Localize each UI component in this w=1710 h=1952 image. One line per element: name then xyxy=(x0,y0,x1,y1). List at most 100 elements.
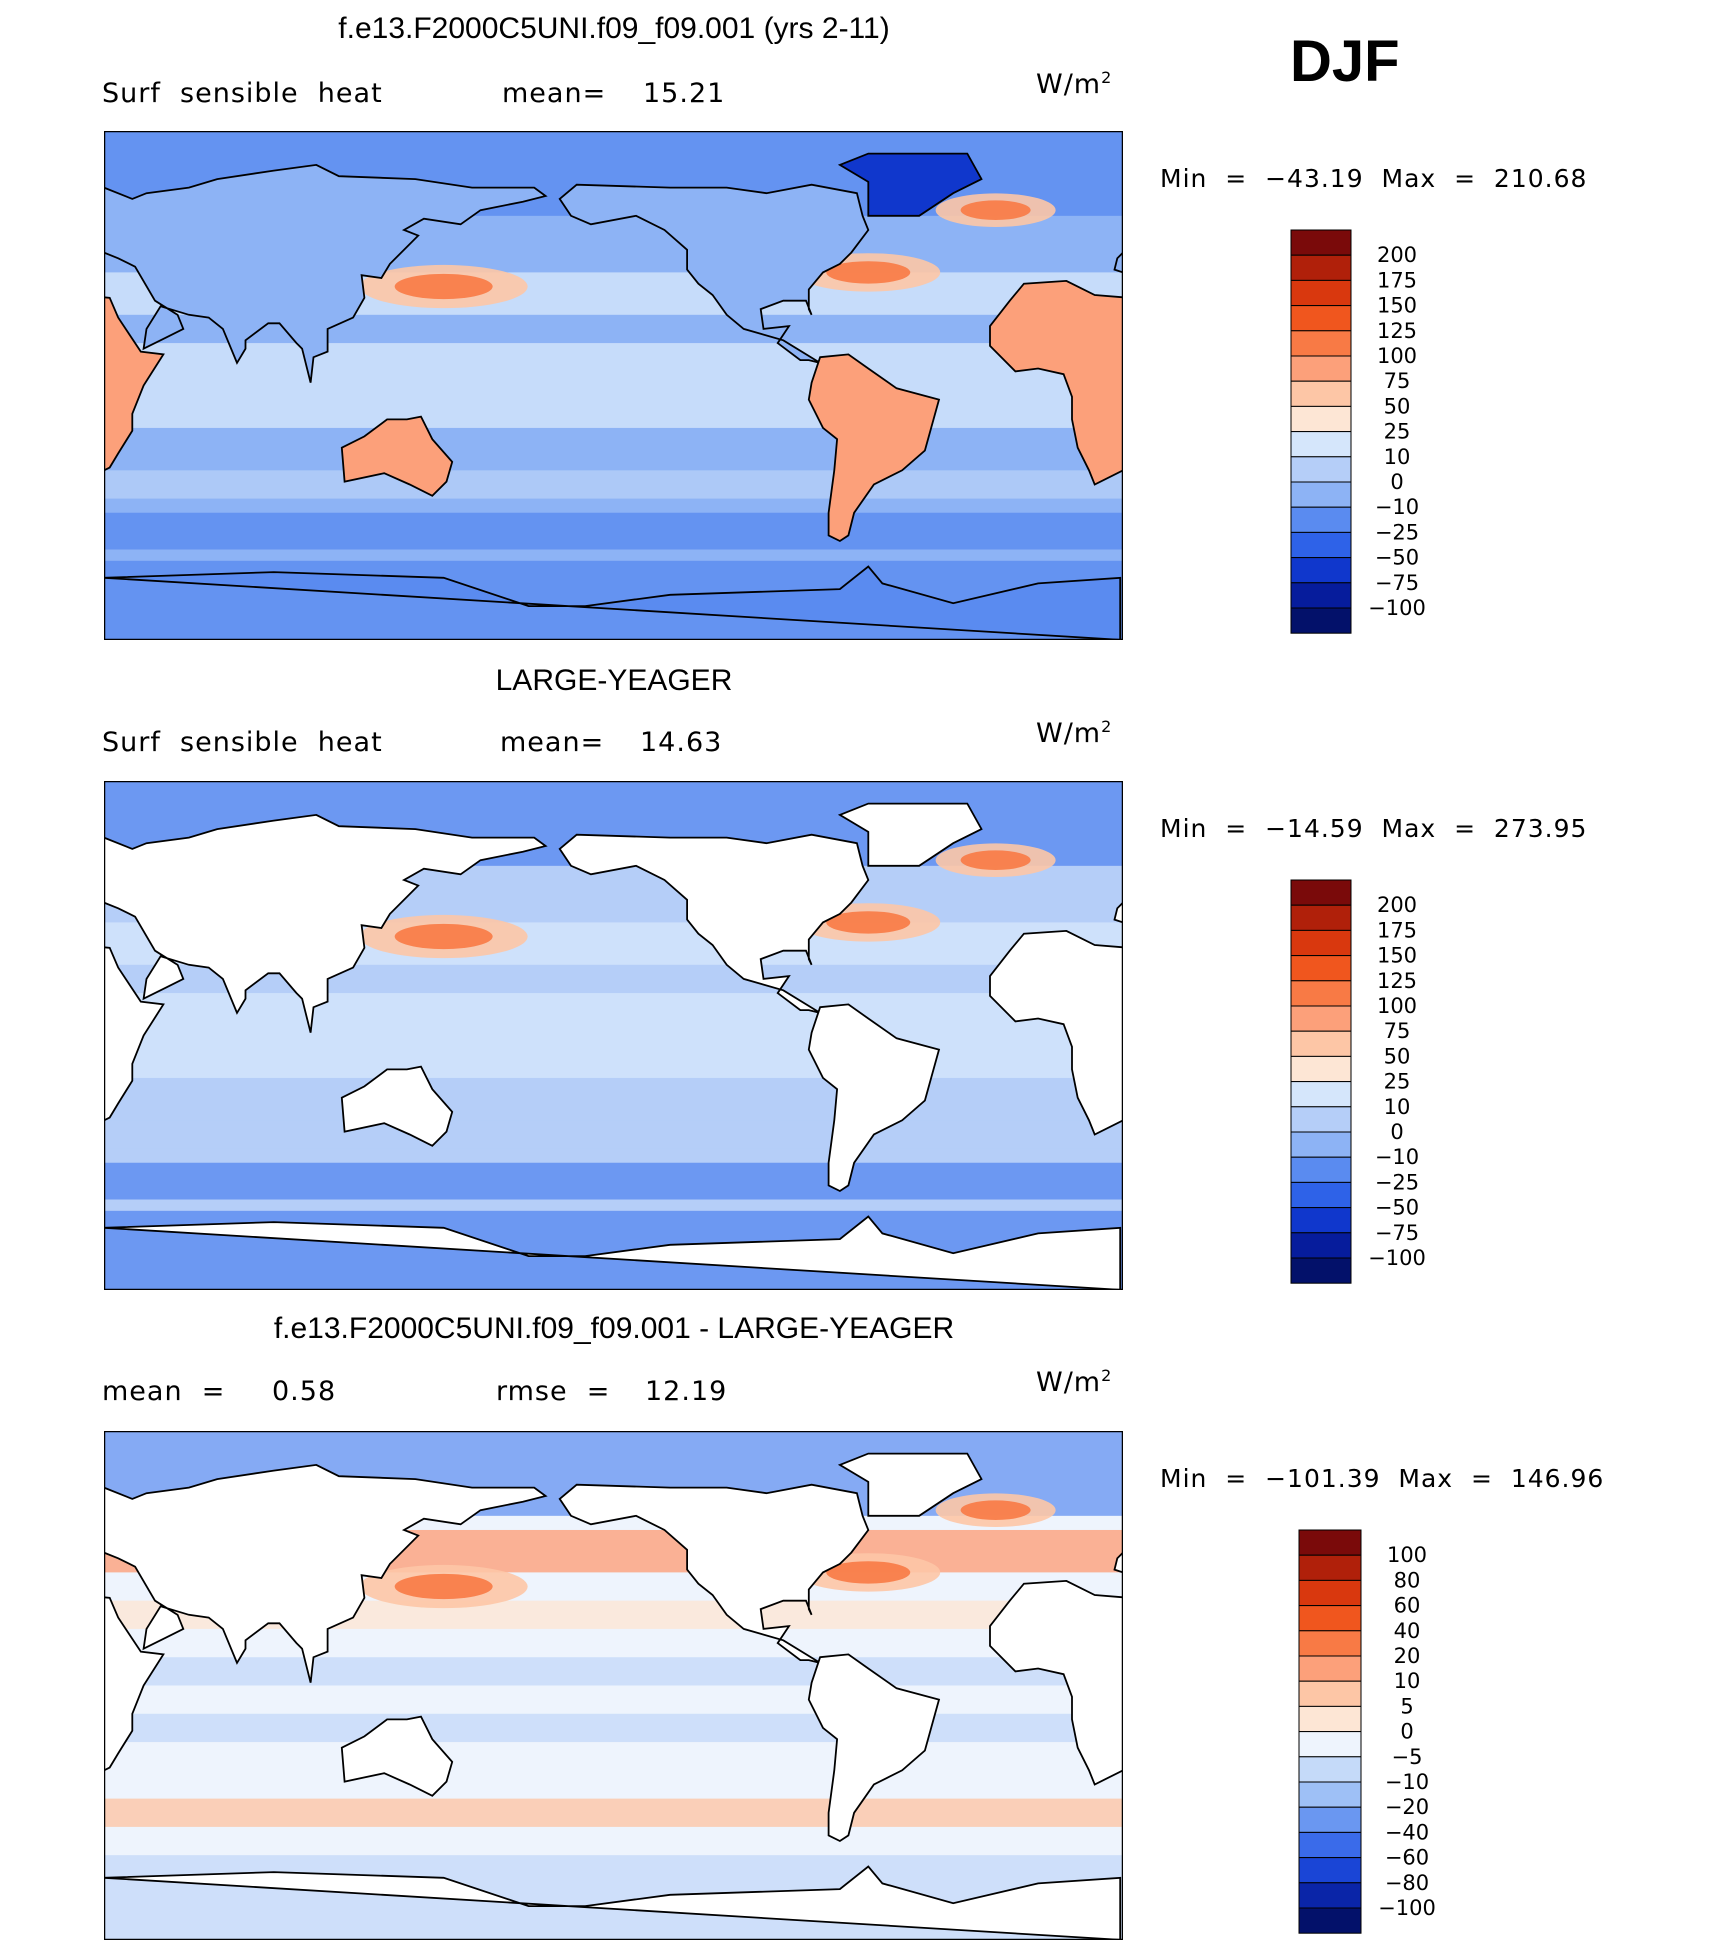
colorbar-tick-label: 60 xyxy=(1394,1594,1421,1618)
continent-greenland xyxy=(837,152,983,217)
panel-2-variable-label: Surf sensible heat xyxy=(102,727,383,758)
panel-3-mean-value: 0.58 xyxy=(272,1376,337,1407)
colorbar-tick-label: −10 xyxy=(1385,1770,1429,1794)
colorbar-swatch xyxy=(1298,1857,1362,1884)
panel-1-units: W/m2 xyxy=(1036,68,1113,100)
colorbar-tick-label: −25 xyxy=(1375,1170,1419,1194)
continent-africa xyxy=(989,1579,1123,1786)
season-label: DJF xyxy=(1290,29,1400,94)
continent-eurasia xyxy=(104,1463,548,1683)
colorbar-tick-label: −75 xyxy=(1375,571,1419,595)
colorbar-tick-label: 150 xyxy=(1377,294,1417,318)
continent-antarctica xyxy=(104,565,1123,640)
colorbar-tick-label: 175 xyxy=(1377,918,1417,942)
colorbar-swatch xyxy=(1290,1055,1352,1083)
colorbar-swatch xyxy=(1298,1882,1362,1909)
colorbar-swatch xyxy=(1298,1806,1362,1833)
colorbar-tick-label: −5 xyxy=(1392,1745,1423,1769)
colorbar-tick-label: 150 xyxy=(1377,944,1417,968)
continent-australia xyxy=(340,415,454,497)
panel-1-map xyxy=(104,131,1123,640)
field-band xyxy=(104,1120,1123,1149)
field-band xyxy=(104,1657,1123,1686)
field-band xyxy=(104,1798,1123,1827)
continent-samerica xyxy=(807,1653,941,1843)
field-band xyxy=(104,470,1123,499)
colorbar-swatch xyxy=(1298,1756,1362,1783)
colorbar-swatch xyxy=(1298,1731,1362,1758)
colorbar-tick-label: 100 xyxy=(1377,994,1417,1018)
colorbar-tick-label: −10 xyxy=(1375,495,1419,519)
colorbar-tick-label: 125 xyxy=(1377,319,1417,343)
colorbar-tick-label: 40 xyxy=(1394,1619,1421,1643)
colorbar-swatch xyxy=(1290,355,1352,382)
colorbar-tick-label: 0 xyxy=(1400,1720,1413,1744)
colorbar-swatch xyxy=(1290,582,1352,609)
panel-1-mean-label: mean= xyxy=(502,78,607,109)
colorbar-tick-label: −75 xyxy=(1375,1221,1419,1245)
map-frame xyxy=(104,131,1123,640)
colorbar-tick-label: −100 xyxy=(1378,1896,1436,1920)
panel-2-min-max: Min = −14.59 Max = 273.95 xyxy=(1160,814,1588,843)
colorbar-swatch xyxy=(1290,481,1352,508)
colorbar-tick-label: −50 xyxy=(1375,1196,1419,1220)
colorbar-swatch xyxy=(1290,456,1352,483)
panel-2-title: LARGE-YEAGER xyxy=(495,664,733,697)
colorbar-swatch xyxy=(1290,904,1352,931)
colorbar-swatch xyxy=(1290,1131,1352,1158)
colorbar-tick-label: −40 xyxy=(1385,1820,1429,1844)
field-maximum xyxy=(960,850,1031,870)
colorbar-tick-label: 50 xyxy=(1384,1044,1411,1068)
colorbar-swatch xyxy=(1298,1831,1362,1859)
colorbar-tick-label: −100 xyxy=(1368,1246,1426,1270)
field-band xyxy=(104,993,1123,1078)
colorbar-tick-label: −80 xyxy=(1385,1871,1429,1895)
colorbar-swatch xyxy=(1290,1207,1352,1234)
continent-australia xyxy=(340,1065,454,1147)
panel-1-variable-label: Surf sensible heat xyxy=(102,78,383,109)
panel-2-mean-value: 14.63 xyxy=(640,727,723,758)
colorbar-swatch xyxy=(1290,1181,1352,1209)
continent-samerica xyxy=(807,353,941,543)
colorbar-swatch xyxy=(1298,1579,1362,1607)
colorbar-swatch xyxy=(1290,506,1352,533)
colorbar-swatch xyxy=(1298,1554,1362,1581)
colorbar-swatch xyxy=(1290,1081,1352,1108)
colorbar-swatch xyxy=(1290,1156,1352,1183)
field-band xyxy=(104,1162,1123,1200)
panel-3-title: f.e13.F2000C5UNI.f09_f09.001 - LARGE-YEA… xyxy=(273,1312,955,1345)
continent-africa xyxy=(104,1596,165,1772)
field-maximum xyxy=(826,1561,911,1584)
colorbar-swatch xyxy=(1298,1605,1362,1632)
continent-samerica xyxy=(807,1003,941,1193)
colorbar-swatch xyxy=(1290,330,1352,357)
colorbar-tick-label: 200 xyxy=(1377,243,1417,267)
colorbar-tick-label: 10 xyxy=(1384,445,1411,469)
colorbar-tick-label: 100 xyxy=(1377,344,1417,368)
map-frame xyxy=(104,781,1123,1290)
colorbar-swatch xyxy=(1290,405,1352,433)
colorbar-tick-label: −10 xyxy=(1375,1145,1419,1169)
panel-3-units: W/m2 xyxy=(1036,1366,1113,1398)
continent-antarctica xyxy=(104,1215,1123,1290)
colorbar-tick-label: 25 xyxy=(1384,420,1411,444)
colorbar-swatch xyxy=(1298,1680,1362,1707)
panel-3-rmse-label: rmse = xyxy=(496,1376,611,1407)
continent-eurasia xyxy=(104,813,548,1033)
continent-greenland xyxy=(837,802,983,867)
panel-3-min-max: Min = −101.39 Max = 146.96 xyxy=(1160,1464,1605,1493)
colorbar-tick-label: 20 xyxy=(1394,1644,1421,1668)
colorbar-swatch xyxy=(1290,607,1352,634)
field-band xyxy=(104,343,1123,428)
colorbar-swatch xyxy=(1290,879,1352,906)
colorbar-swatch xyxy=(1290,531,1352,559)
field-maximum xyxy=(394,273,493,300)
colorbar-tick-label: 125 xyxy=(1377,969,1417,993)
continent-africa xyxy=(989,279,1123,486)
continent-australia xyxy=(340,1715,454,1797)
panel-3-rmse-value: 12.19 xyxy=(645,1376,728,1407)
field-band xyxy=(104,512,1123,550)
continent-africa xyxy=(104,946,165,1122)
colorbar-tick-label: 25 xyxy=(1384,1070,1411,1094)
